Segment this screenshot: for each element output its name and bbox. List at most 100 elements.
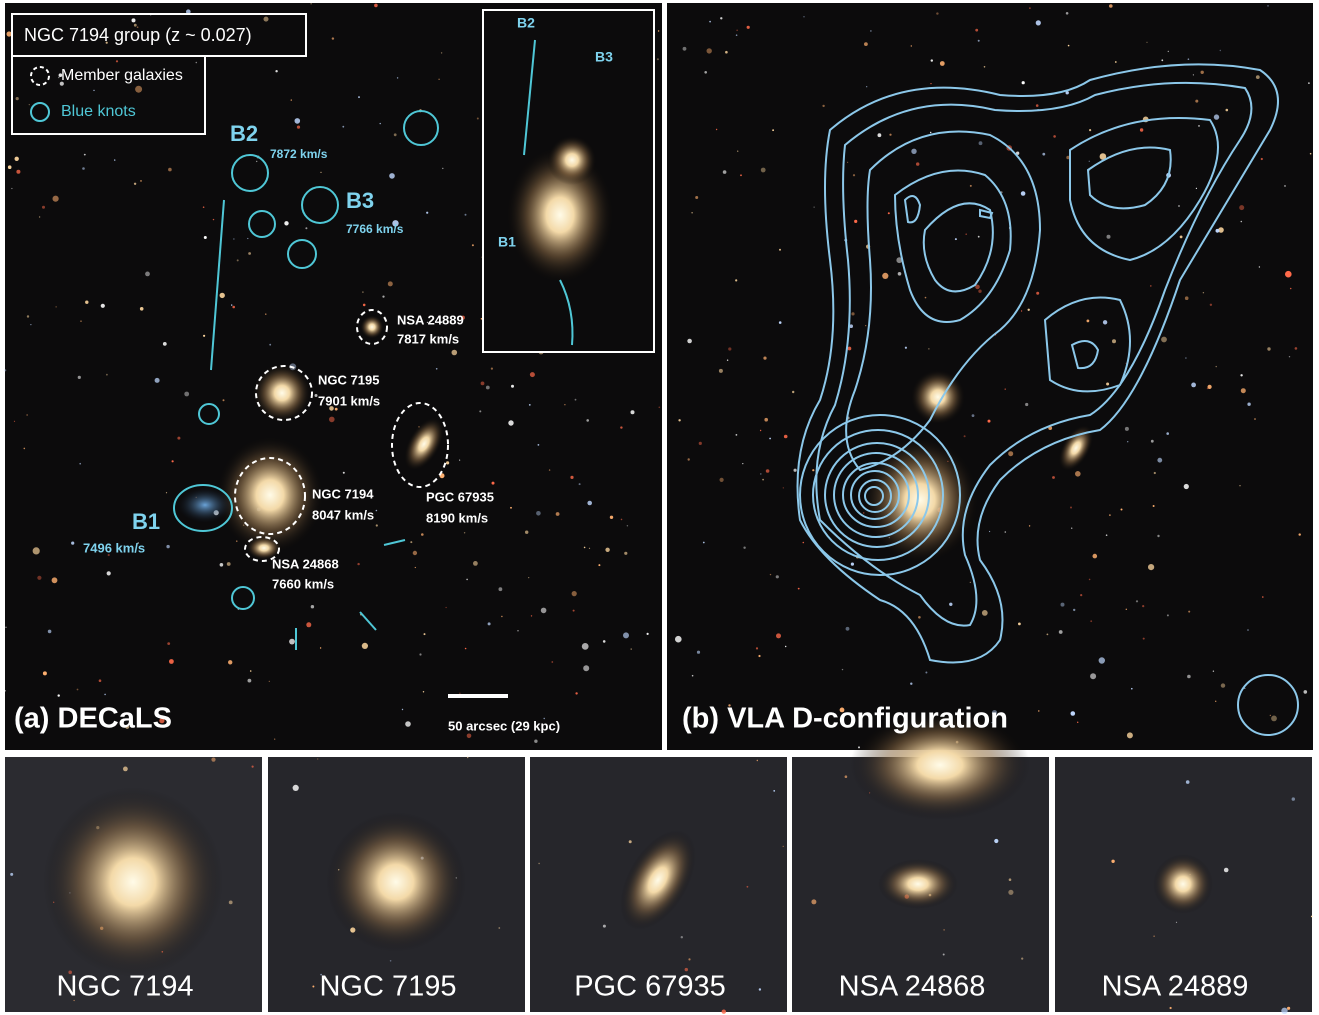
- star: [222, 399, 225, 402]
- star: [1126, 732, 1133, 739]
- star: [320, 973, 322, 976]
- star: [797, 587, 800, 590]
- star: [1109, 4, 1113, 8]
- star: [379, 122, 381, 125]
- star: [538, 862, 540, 865]
- star: [930, 59, 933, 62]
- star: [864, 42, 868, 46]
- star: [105, 41, 108, 44]
- star: [1028, 525, 1031, 527]
- star: [115, 60, 119, 63]
- star: [1071, 527, 1073, 529]
- star: [847, 161, 849, 163]
- star: [459, 459, 461, 461]
- star: [1125, 608, 1128, 610]
- star: [405, 721, 411, 727]
- star: [981, 610, 988, 616]
- star: [232, 305, 235, 309]
- star: [772, 129, 774, 132]
- star: [570, 475, 574, 479]
- star: [1035, 104, 1039, 107]
- star: [657, 30, 660, 32]
- star: [440, 52, 443, 54]
- star: [211, 757, 216, 762]
- star: [1098, 657, 1106, 664]
- star: [1025, 402, 1029, 407]
- star: [1153, 471, 1156, 475]
- star: [314, 394, 318, 397]
- star: [471, 244, 474, 247]
- star: [682, 46, 687, 51]
- star: [924, 296, 927, 299]
- star: [718, 368, 723, 373]
- star: [37, 575, 42, 580]
- star: [263, 16, 269, 22]
- star: [1169, 1006, 1172, 1010]
- inset-galaxy: [547, 135, 597, 185]
- star: [16, 169, 21, 174]
- star: [305, 227, 308, 230]
- star: [1142, 637, 1145, 640]
- star: [1225, 108, 1229, 112]
- star: [841, 668, 844, 671]
- star: [971, 414, 975, 417]
- star: [374, 3, 378, 8]
- star: [195, 61, 198, 64]
- knot-name: B3: [346, 188, 374, 213]
- star: [977, 235, 980, 238]
- star: [1021, 81, 1025, 85]
- star: [510, 506, 512, 509]
- star: [52, 195, 59, 202]
- star: [620, 518, 623, 521]
- star: [811, 899, 817, 905]
- star: [540, 607, 547, 614]
- star: [1247, 402, 1251, 406]
- star: [319, 647, 322, 649]
- star: [136, 26, 139, 29]
- star: [1020, 191, 1026, 196]
- star: [251, 765, 254, 768]
- star: [1187, 674, 1191, 679]
- star: [630, 410, 635, 415]
- galaxy-name: NSA 24889: [397, 312, 464, 327]
- thumbnail-label: NSA 24889: [1102, 971, 1249, 1003]
- star: [1106, 234, 1111, 239]
- star: [746, 25, 750, 29]
- star: [1240, 220, 1243, 223]
- star: [387, 281, 393, 287]
- star: [58, 73, 63, 77]
- star: [910, 45, 912, 47]
- star: [969, 581, 971, 584]
- star: [1105, 534, 1108, 536]
- galaxy-name: PGC 67935: [426, 489, 494, 504]
- star: [228, 660, 233, 665]
- star: [687, 338, 692, 344]
- knot-velocity: 7496 km/s: [83, 540, 145, 555]
- star: [426, 211, 429, 214]
- star: [1042, 152, 1046, 156]
- star: [226, 562, 231, 566]
- star: [361, 642, 368, 650]
- star: [963, 435, 966, 438]
- star: [162, 342, 167, 346]
- star: [11, 187, 13, 190]
- star: [897, 272, 902, 276]
- star: [358, 96, 360, 99]
- knot-velocity: 7872 km/s: [270, 147, 328, 161]
- star: [1065, 12, 1069, 15]
- star: [889, 133, 892, 136]
- hi-contours: [796, 63, 1299, 736]
- star: [133, 182, 137, 185]
- star: [702, 541, 705, 544]
- star: [769, 573, 772, 576]
- star: [978, 141, 983, 146]
- star: [476, 117, 479, 120]
- star: [1146, 41, 1148, 43]
- star: [529, 372, 535, 378]
- star: [572, 609, 575, 612]
- star: [688, 958, 691, 961]
- star: [942, 953, 945, 956]
- star: [169, 659, 174, 664]
- star: [362, 291, 364, 293]
- star: [783, 434, 788, 439]
